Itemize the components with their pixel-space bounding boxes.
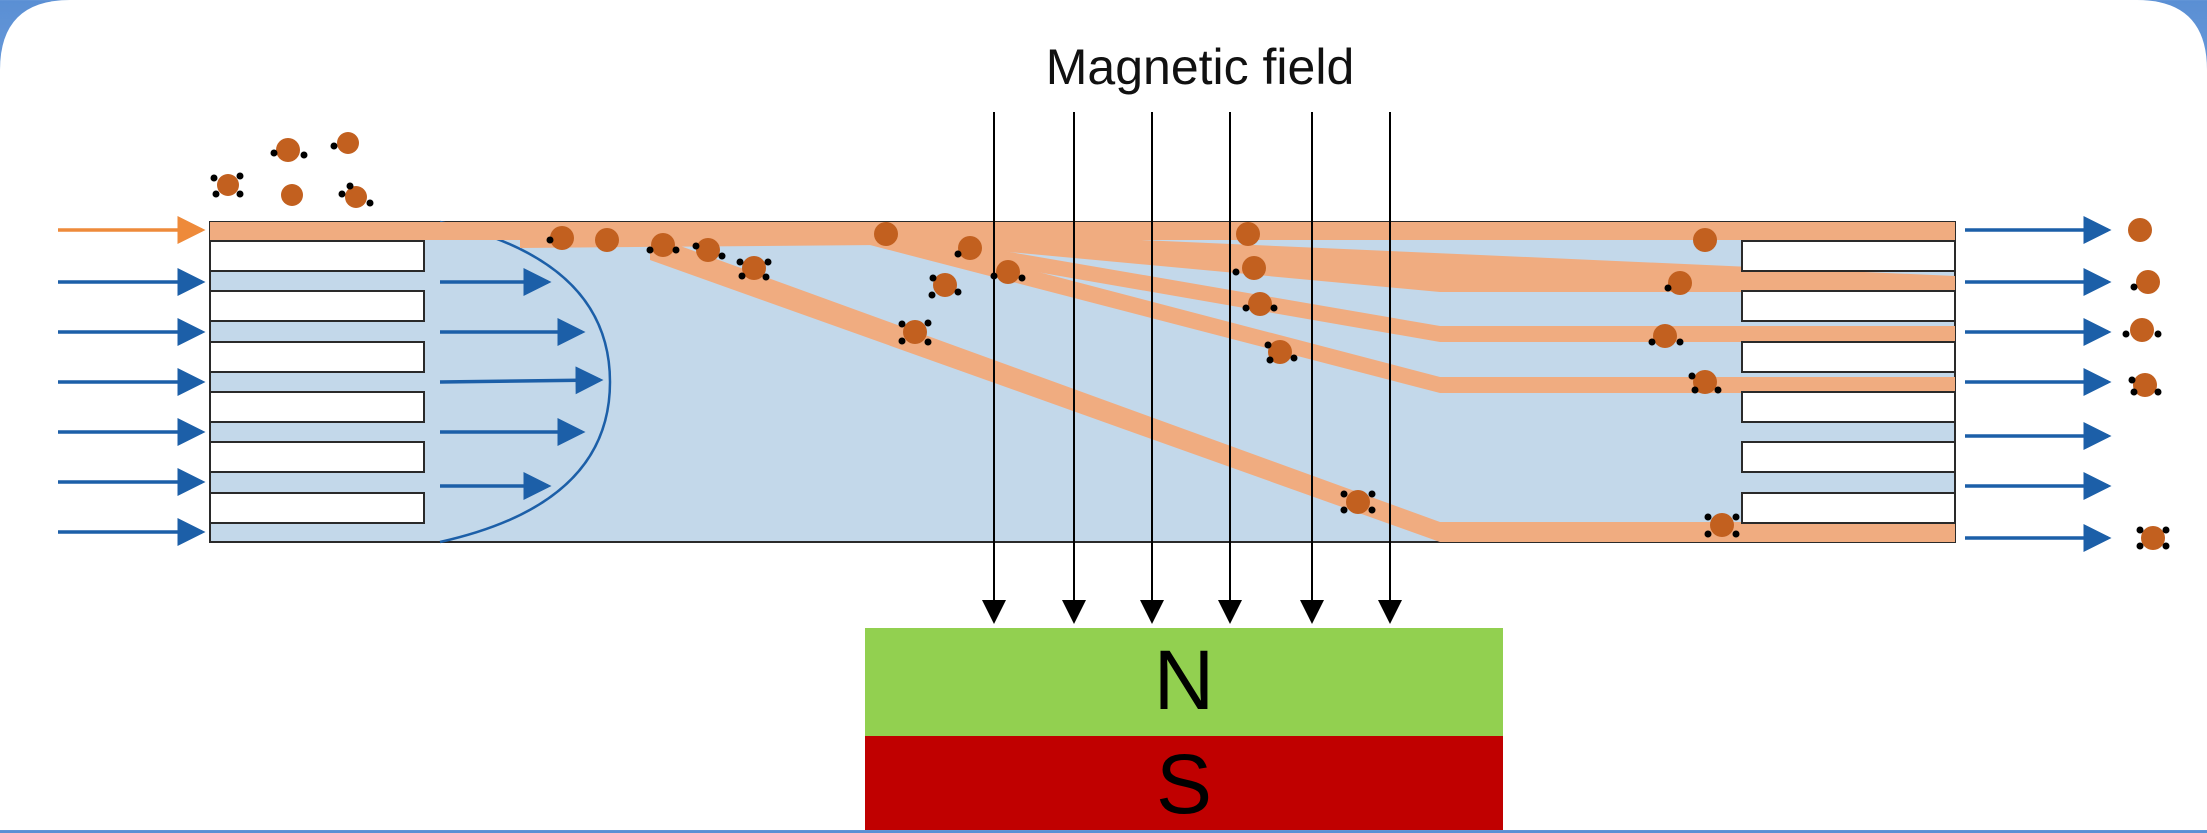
inlet-arrows — [58, 216, 206, 546]
magnet-south-pole — [865, 736, 1503, 830]
magnet-north-pole — [865, 628, 1503, 736]
flow-profile-curve — [439, 220, 612, 544]
inlet-separators — [209, 240, 425, 524]
magnetic-field-lines — [982, 112, 1402, 624]
magnetic-particles — [210, 132, 2170, 550]
north-pole-label: N — [1153, 633, 1215, 727]
south-pole-label: S — [1155, 737, 1213, 831]
outlet-arrows — [1965, 216, 2112, 552]
outlet-separators — [1741, 240, 1956, 524]
profile-arrows — [439, 268, 604, 500]
magnetic-field-label: Magnetic field — [1045, 39, 1355, 95]
